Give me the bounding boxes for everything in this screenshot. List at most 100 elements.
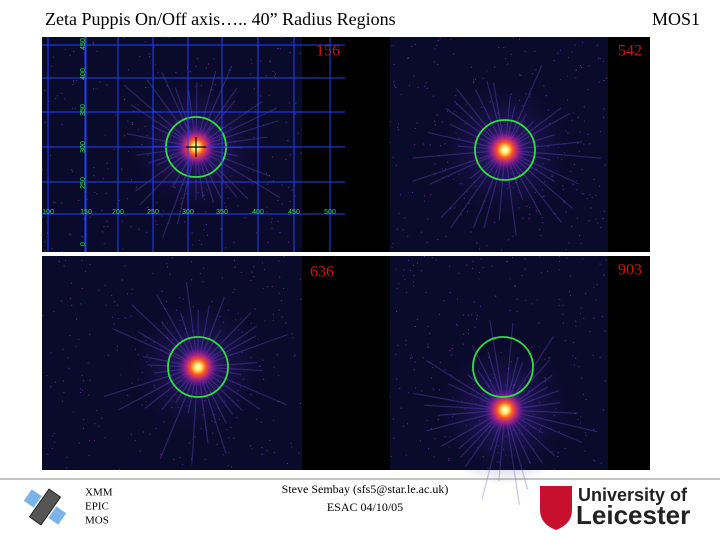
- noise-dot: [144, 86, 147, 89]
- noise-dot: [148, 53, 150, 55]
- noise-dot: [52, 201, 55, 203]
- noise-dot: [392, 242, 394, 244]
- grid-y-label: 400: [80, 68, 87, 80]
- noise-dot: [96, 193, 98, 195]
- solar-panel: [48, 506, 67, 525]
- noise-dot: [92, 42, 95, 45]
- noise-dot: [230, 466, 233, 468]
- noise-dot: [74, 107, 76, 109]
- noise-dot: [52, 56, 55, 58]
- noise-dot: [221, 277, 223, 279]
- noise-dot: [581, 42, 584, 44]
- noise-dot: [107, 354, 110, 357]
- noise-dot: [432, 95, 435, 97]
- noise-dot: [534, 50, 536, 52]
- noise-dot: [66, 467, 68, 469]
- noise-dot: [273, 366, 275, 368]
- noise-dot: [287, 186, 289, 189]
- source: [483, 128, 527, 172]
- noise-dot: [472, 260, 474, 262]
- noise-dot: [599, 58, 601, 60]
- noise-dot: [196, 57, 198, 60]
- noise-dot: [271, 221, 273, 223]
- noise-dot: [597, 57, 600, 59]
- noise-dot: [69, 334, 71, 337]
- noise-dot: [285, 322, 287, 324]
- noise-dot: [554, 212, 556, 215]
- noise-dot: [44, 89, 46, 91]
- noise-dot: [63, 392, 65, 394]
- noise-dot: [583, 120, 585, 122]
- extraction-region: [167, 336, 229, 398]
- noise-dot: [595, 218, 597, 220]
- noise-dot: [73, 50, 75, 52]
- noise-dot: [61, 123, 63, 126]
- noise-dot: [300, 402, 302, 405]
- noise-dot: [198, 239, 200, 241]
- noise-dot: [92, 88, 95, 90]
- noise-dot: [269, 61, 271, 63]
- noise-dot: [166, 266, 169, 268]
- grid-x-label: 400: [252, 209, 264, 216]
- noise-dot: [278, 292, 280, 294]
- noise-dot: [397, 128, 400, 131]
- noise-dot: [495, 295, 497, 297]
- noise-dot: [278, 260, 280, 262]
- noise-dot: [290, 41, 292, 44]
- noise-dot: [575, 320, 577, 322]
- noise-dot: [84, 270, 87, 272]
- noise-dot: [139, 56, 141, 58]
- noise-dot: [81, 47, 83, 50]
- coordinate-grid: 450 400 350 300 250 0 100 150 200 250 300 350 400 450…: [42, 37, 345, 252]
- noise-dot: [398, 283, 400, 285]
- noise-dot: [262, 262, 264, 264]
- noise-dot: [291, 446, 293, 448]
- noise-dot: [452, 53, 455, 55]
- noise-dot: [393, 81, 395, 83]
- noise-dot: [272, 70, 274, 72]
- noise-dot: [234, 266, 236, 268]
- noise-dot: [589, 143, 591, 145]
- noise-dot: [269, 60, 271, 62]
- noise-dot: [216, 443, 218, 445]
- noise-dot: [94, 423, 96, 425]
- noise-dot: [427, 448, 430, 450]
- noise-dot: [106, 220, 108, 222]
- noise-dot: [102, 231, 104, 233]
- noise-dot: [411, 45, 413, 48]
- grid-x-label: 450: [288, 209, 300, 216]
- extraction-region: [474, 119, 536, 181]
- noise-dot: [89, 439, 91, 441]
- noise-dot: [256, 418, 258, 420]
- noise-dot: [393, 84, 396, 87]
- noise-dot: [62, 400, 64, 402]
- noise-dot: [162, 36, 164, 38]
- noise-dot: [46, 374, 48, 377]
- noise-dot: [416, 318, 418, 320]
- noise-dot: [264, 269, 266, 271]
- noise-dot: [449, 265, 451, 267]
- noise-dot: [75, 318, 78, 320]
- noise-dot: [62, 348, 64, 350]
- noise-dot: [41, 169, 44, 171]
- noise-dot: [63, 380, 65, 382]
- noise-dot: [80, 303, 82, 305]
- noise-dot: [122, 248, 124, 250]
- noise-dot: [283, 256, 285, 258]
- noise-dot: [482, 266, 484, 269]
- noise-dot: [427, 346, 429, 349]
- noise-dot: [524, 268, 526, 270]
- noise-dot: [42, 314, 44, 317]
- noise-dot: [139, 450, 141, 452]
- noise-dot: [389, 396, 391, 398]
- noise-dot: [160, 453, 162, 456]
- noise-dot: [64, 259, 66, 261]
- panel-label: 636: [310, 264, 334, 281]
- noise-dot: [439, 37, 441, 39]
- noise-dot: [103, 242, 105, 245]
- noise-dot: [478, 278, 480, 280]
- noise-dot: [277, 401, 279, 403]
- noise-dot: [603, 275, 605, 277]
- noise-dot: [72, 411, 74, 413]
